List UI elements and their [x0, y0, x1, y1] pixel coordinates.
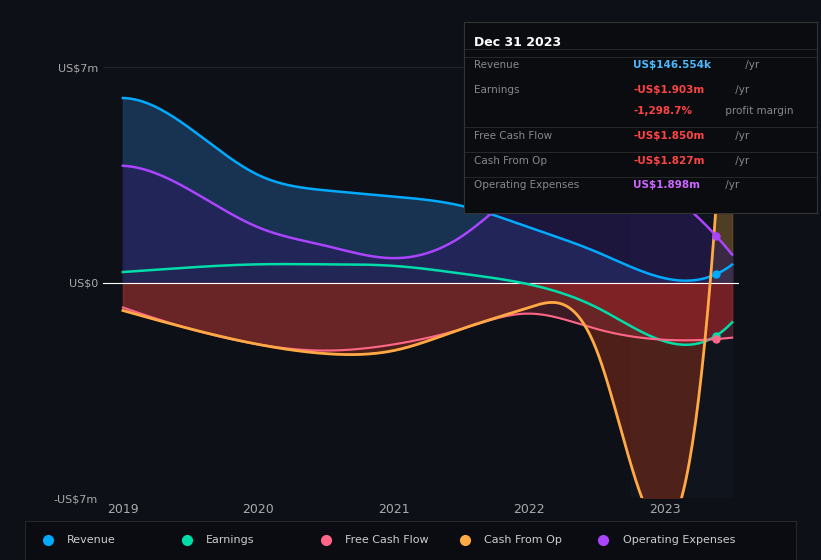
Text: Dec 31 2023: Dec 31 2023	[475, 36, 562, 49]
Text: -US$1.850m: -US$1.850m	[633, 131, 704, 141]
Text: Operating Expenses: Operating Expenses	[475, 180, 580, 190]
Text: profit margin: profit margin	[722, 106, 794, 116]
Text: Revenue: Revenue	[475, 60, 520, 71]
Text: Revenue: Revenue	[67, 535, 116, 545]
Text: Earnings: Earnings	[475, 85, 520, 95]
Text: Cash From Op: Cash From Op	[475, 156, 548, 166]
Text: US$1.898m: US$1.898m	[633, 180, 700, 190]
Text: US$146.554k: US$146.554k	[633, 60, 711, 71]
Text: -US$1.827m: -US$1.827m	[633, 156, 704, 166]
Bar	[631, 67, 732, 498]
Text: Free Cash Flow: Free Cash Flow	[475, 131, 553, 141]
Text: -US$1.903m: -US$1.903m	[633, 85, 704, 95]
Text: -1,298.7%: -1,298.7%	[633, 106, 692, 116]
Text: Free Cash Flow: Free Cash Flow	[345, 535, 429, 545]
Text: /yr: /yr	[722, 180, 740, 190]
Text: Cash From Op: Cash From Op	[484, 535, 562, 545]
Text: Operating Expenses: Operating Expenses	[623, 535, 735, 545]
Text: Earnings: Earnings	[206, 535, 255, 545]
Text: /yr: /yr	[742, 60, 759, 71]
Text: /yr: /yr	[732, 131, 750, 141]
Text: /yr: /yr	[732, 156, 750, 166]
Text: /yr: /yr	[732, 85, 750, 95]
